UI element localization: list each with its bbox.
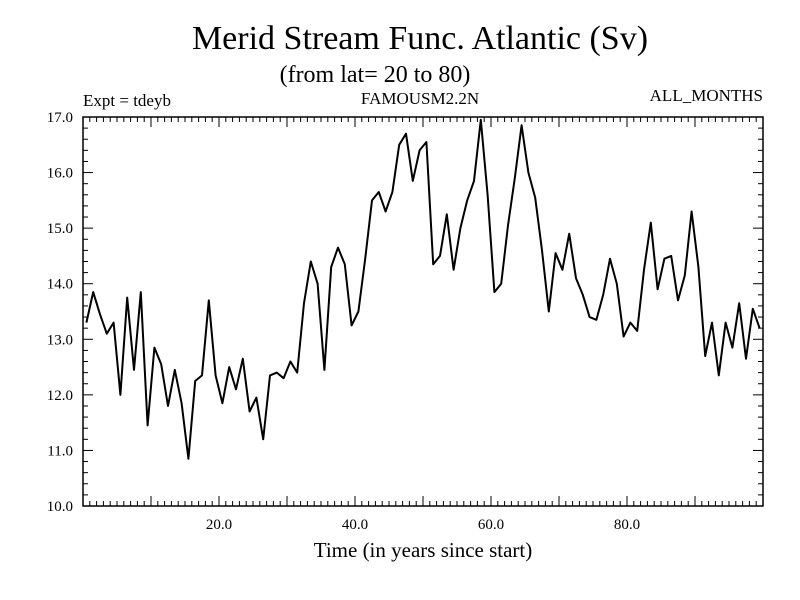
series-line	[85, 118, 761, 460]
y-tick-label: 12.0	[47, 388, 73, 404]
axis-ticks	[83, 117, 763, 506]
experiment-label: Expt = tdeyb	[83, 91, 171, 110]
chart-title: Merid Stream Func. Atlantic (Sv)	[192, 20, 648, 57]
y-tick-label: 15.0	[47, 221, 73, 237]
x-tick-label: 60.0	[478, 517, 504, 533]
model-label: FAMOUSM2.2N	[361, 89, 479, 108]
axis-tick-labels: 20.0 40.0 60.0 80.0 10.0 11.0 12.0 13.0 14.0 15.0…	[47, 110, 640, 533]
y-tick-label: 17.0	[47, 110, 73, 126]
y-tick-label: 11.0	[47, 443, 73, 459]
months-label: ALL_MONTHS	[650, 86, 763, 105]
x-axis-label: Time (in years since start)	[314, 538, 533, 562]
x-tick-label: 80.0	[614, 517, 640, 533]
y-tick-label: 13.0	[47, 332, 73, 348]
y-tick-label: 16.0	[47, 166, 73, 182]
x-tick-label: 20.0	[206, 517, 232, 533]
chart-subtitle: (from lat= 20 to 80)	[280, 62, 471, 88]
plot-frame	[82, 116, 764, 507]
y-tick-label: 14.0	[47, 277, 73, 293]
x-tick-label: 40.0	[342, 517, 368, 533]
y-tick-label: 10.0	[47, 499, 73, 515]
